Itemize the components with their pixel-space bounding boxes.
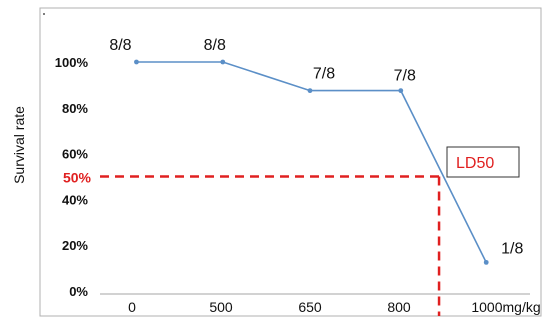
data-point xyxy=(398,88,404,94)
y-tick-label: 20% xyxy=(62,238,88,253)
x-tick-label: 500 xyxy=(209,299,233,315)
x-tick-label: 0 xyxy=(128,299,136,315)
data-label: 1/8 xyxy=(501,240,523,257)
data-labels: 8/8 8/8 7/8 7/8 1/8 xyxy=(109,37,523,257)
data-label: 8/8 xyxy=(109,37,131,54)
y-tick-labels: 0% 20% 40% 60% 80% 100% xyxy=(55,55,89,299)
y-axis-label: Survival rate xyxy=(11,106,27,184)
y-tick-label: 80% xyxy=(62,101,88,116)
corner-dot xyxy=(43,13,45,15)
ld50-annotation-text: LD50 xyxy=(456,155,494,172)
y-tick-label: 100% xyxy=(55,55,89,70)
x-tick-labels: 0 500 650 800 1000mg/kg xyxy=(128,299,541,315)
y-tick-label: 40% xyxy=(62,192,88,207)
data-point xyxy=(220,59,226,65)
data-label: 8/8 xyxy=(204,37,226,54)
y-tick-label: 0% xyxy=(69,284,88,299)
data-point xyxy=(307,88,313,94)
x-tick-label: 650 xyxy=(298,299,322,315)
ld50-annotation-box xyxy=(446,146,520,178)
x-tick-label: 1000mg/kg xyxy=(471,299,540,315)
data-point xyxy=(483,259,489,265)
data-label: 7/8 xyxy=(394,68,416,85)
ld50-reference: 50% LD50 xyxy=(63,146,520,316)
data-point xyxy=(134,59,139,65)
ref-50-label: 50% xyxy=(63,170,92,186)
survival-series xyxy=(134,59,489,265)
x-tick-label: 800 xyxy=(387,299,411,315)
chart-frame xyxy=(39,7,542,317)
y-tick-label: 60% xyxy=(62,147,88,162)
data-label: 7/8 xyxy=(313,66,335,83)
